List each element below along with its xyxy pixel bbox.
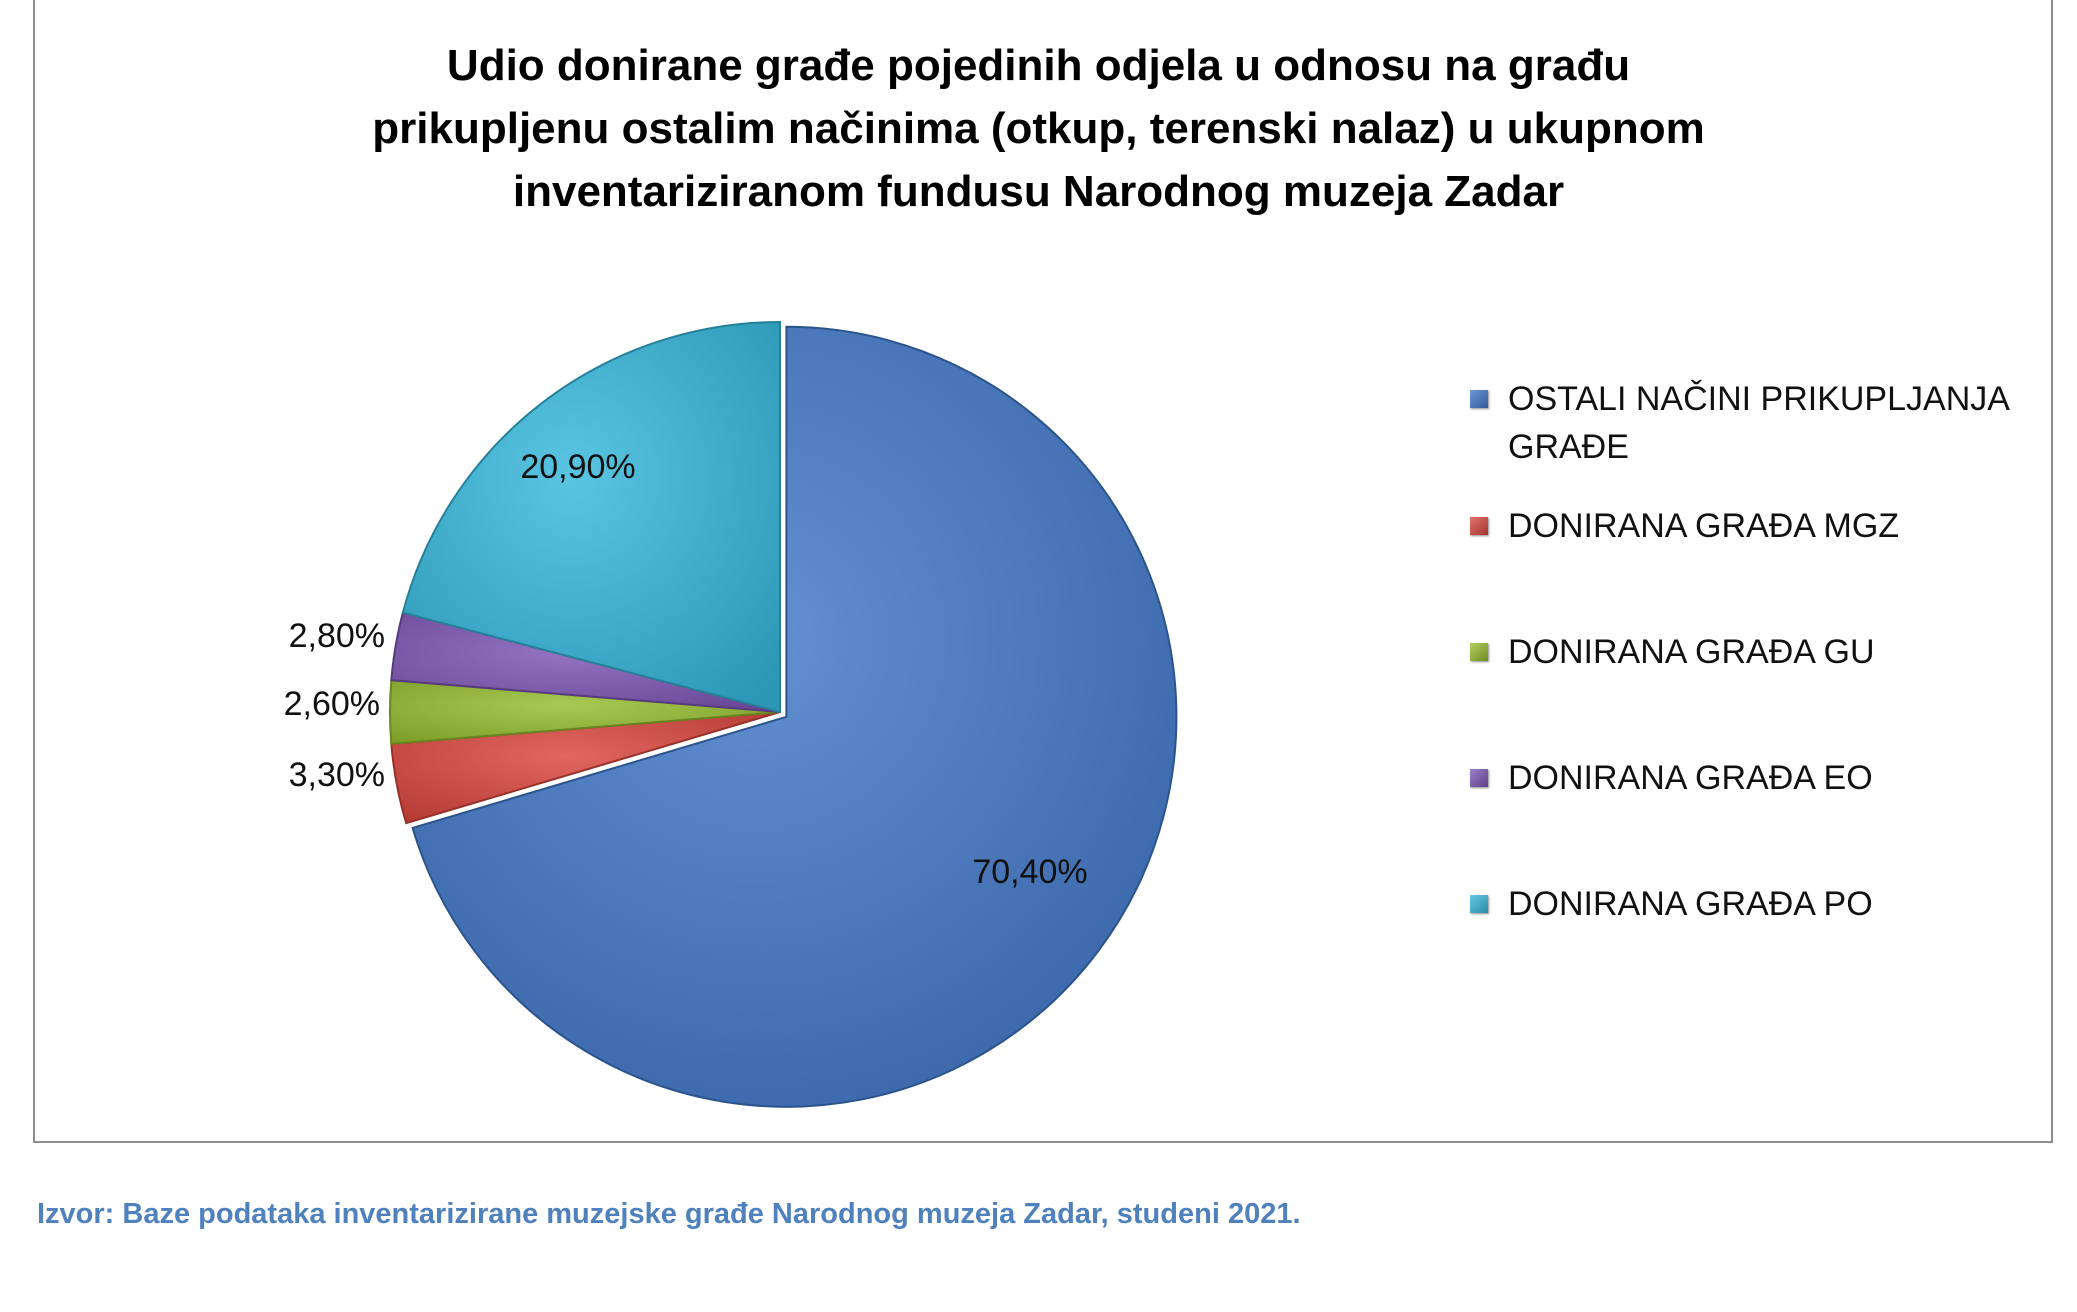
- pie-slice-po: [401, 320, 781, 714]
- legend-label-po: DONIRANA GRAĐA PO: [1508, 885, 1873, 923]
- data-label-eo: 2,80%: [289, 617, 385, 655]
- chart-title-line-2: prikupljenu ostalim načinima (otkup, ter…: [372, 104, 1705, 153]
- source-note: Izvor: Baze podataka inventarizirane muz…: [37, 1198, 1301, 1230]
- pie-slice-ostali: [411, 325, 1178, 1108]
- legend-swatch-gu: [1470, 643, 1488, 661]
- data-label-mgz: 3,30%: [289, 756, 385, 794]
- data-label-po: 20,90%: [520, 448, 635, 486]
- chart-title: Udio donirane građe pojedinih odjela u o…: [0, 34, 2077, 223]
- legend-swatch-eo: [1470, 769, 1488, 787]
- legend-label-gu: DONIRANA GRAĐA GU: [1508, 633, 1875, 671]
- legend-label-eo: DONIRANA GRAĐA EO: [1508, 759, 1873, 797]
- pie-data-labels: 70,40% 3,30% 2,60% 2,80% 20,90%: [284, 448, 1088, 891]
- legend-swatch-mgz: [1470, 517, 1488, 535]
- chart-title-line-3: inventariziranom fundusu Narodnog muzeja…: [512, 167, 1565, 216]
- legend-swatch-ostali: [1470, 390, 1488, 408]
- legend-swatch-po: [1470, 895, 1488, 913]
- data-label-ostali: 70,40%: [972, 853, 1087, 891]
- legend-label-mgz: DONIRANA GRAĐA MGZ: [1508, 507, 1900, 545]
- legend-label-ostali: OSTALI NAČINI PRIKUPLJANJA GRAĐE: [1508, 380, 2009, 466]
- data-label-gu: 2,60%: [284, 685, 380, 723]
- chart-title-line-1: Udio donirane građe pojedinih odjela u o…: [446, 41, 1631, 90]
- pie-slices: [388, 320, 1178, 1108]
